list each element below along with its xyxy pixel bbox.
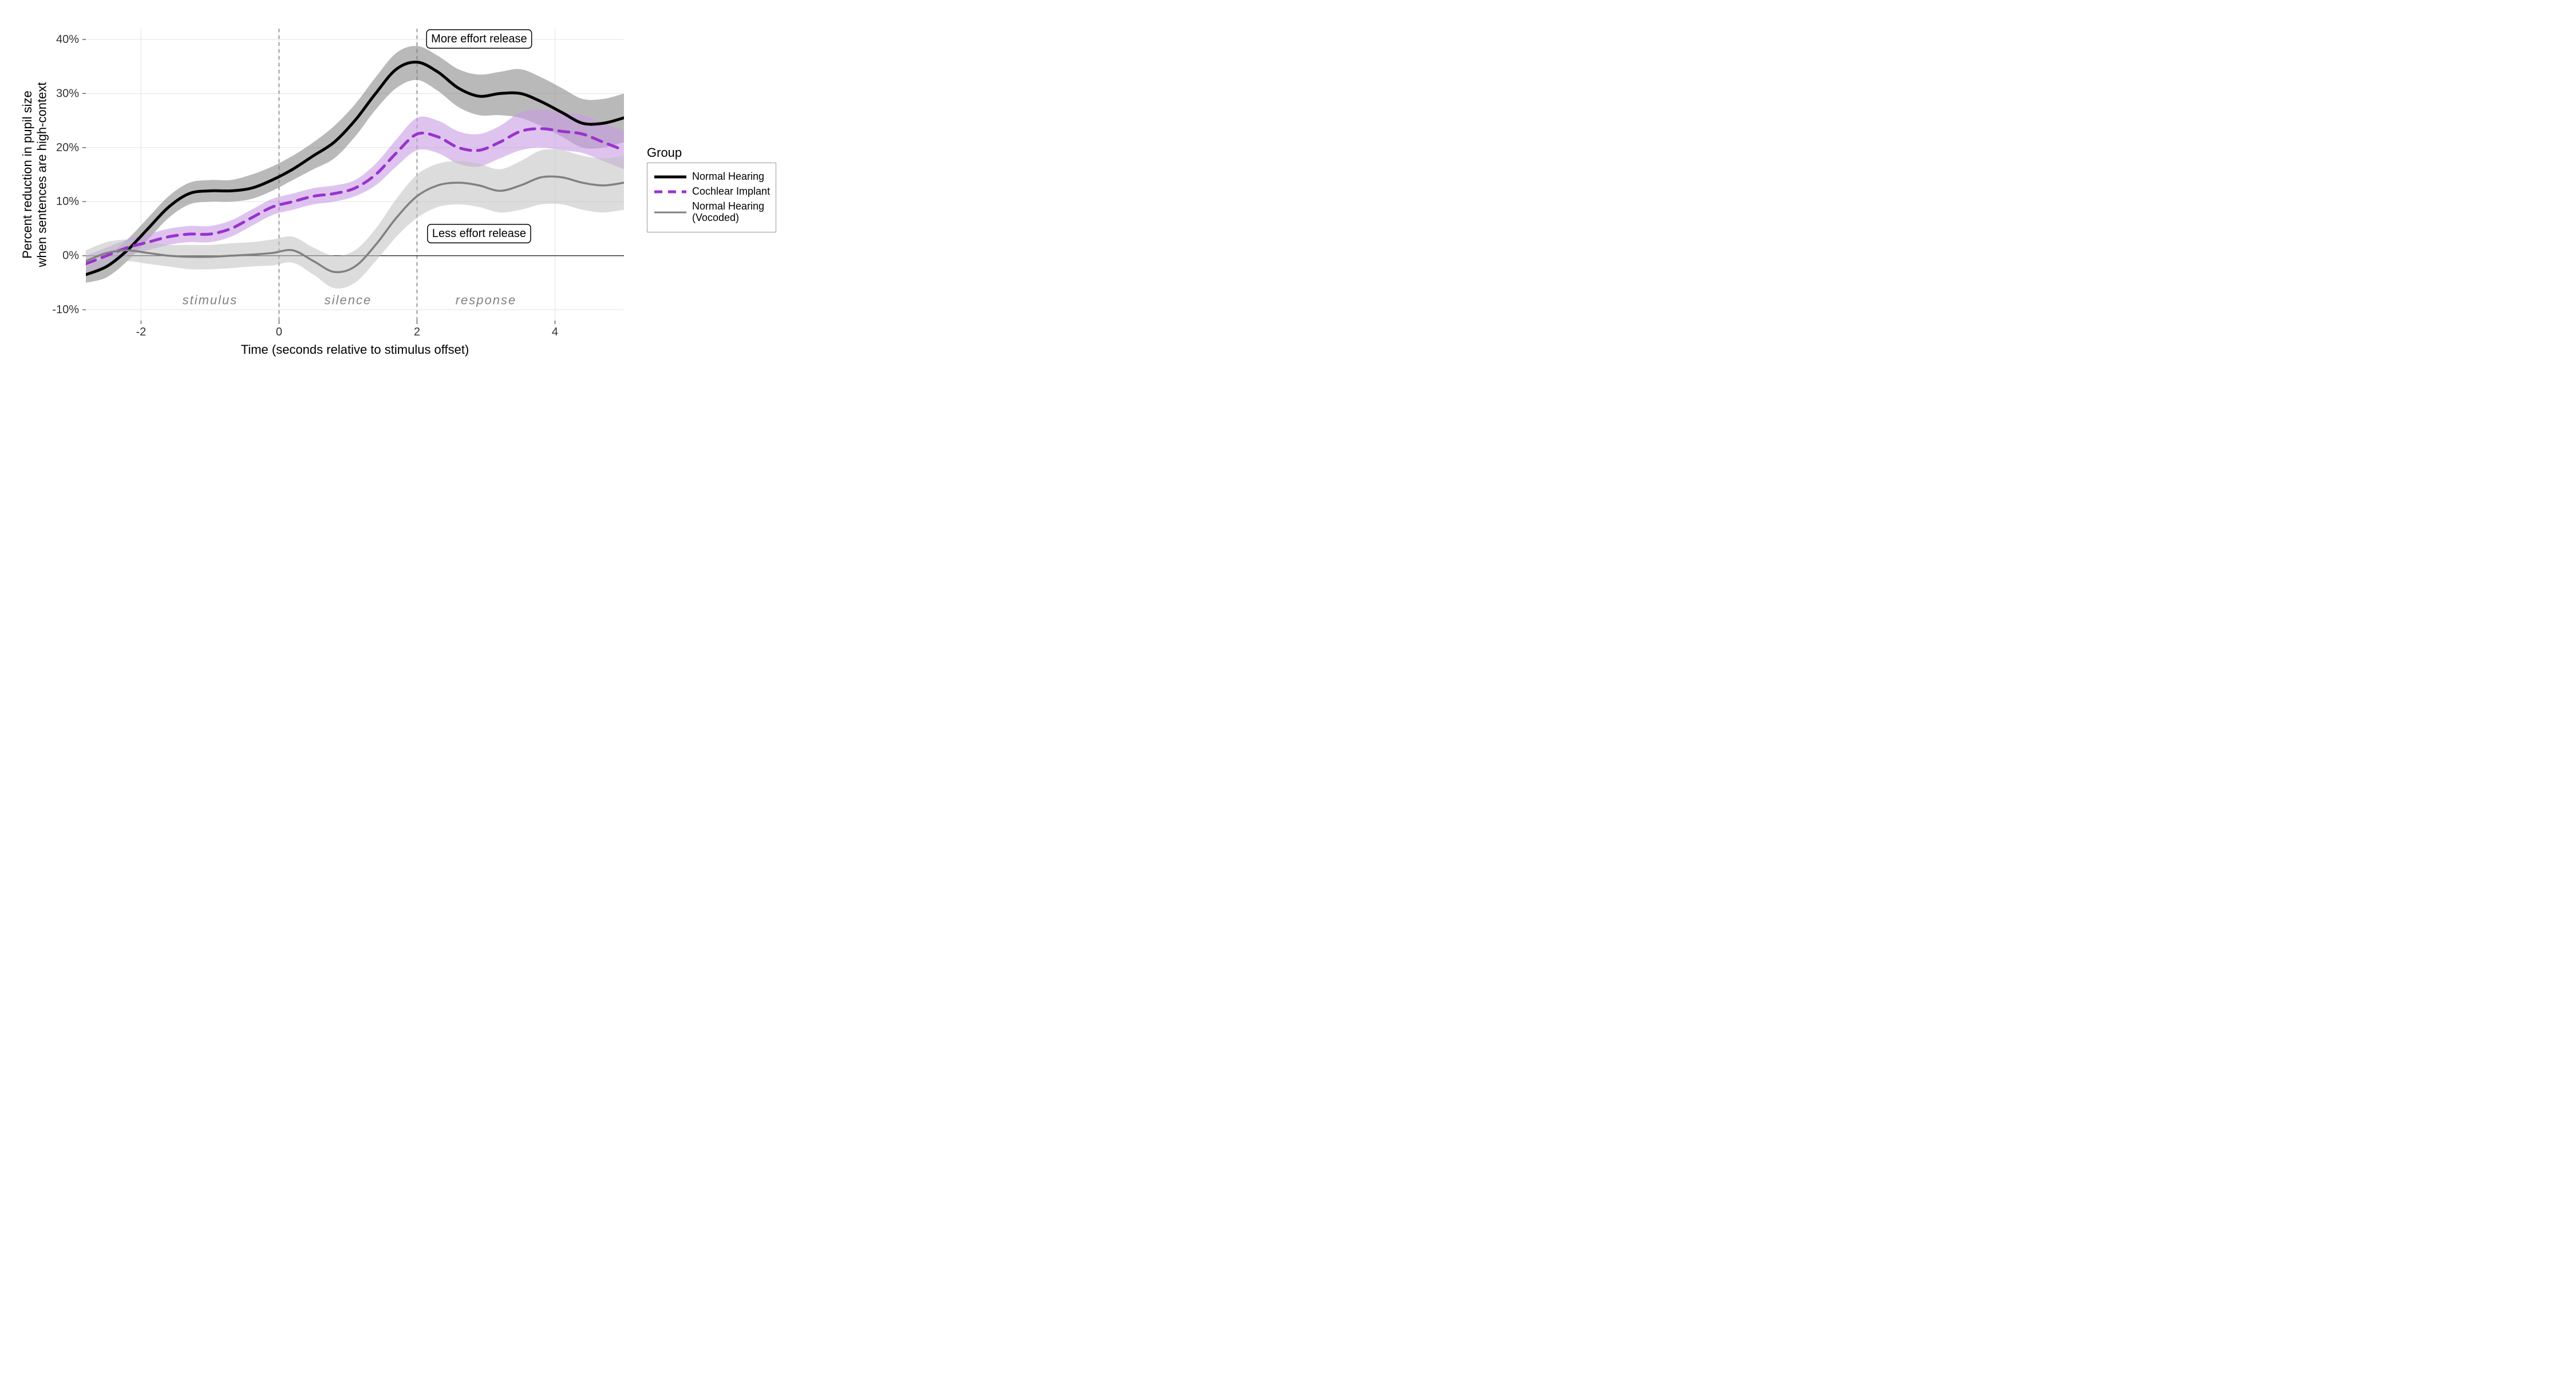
legend-swatch bbox=[653, 186, 688, 198]
legend-label: Normal Hearing bbox=[692, 171, 764, 183]
ytick-label: -10% bbox=[52, 303, 79, 316]
ylabel: Percent reduction in pupil sizewhen sent… bbox=[20, 82, 49, 268]
pupil-chart: More effort release Less effort release st… bbox=[11, 11, 641, 366]
phase-label: silence bbox=[325, 293, 372, 307]
annotation-text: More effort release bbox=[431, 33, 527, 45]
legend-label: Normal Hearing(Vocoded) bbox=[692, 201, 764, 224]
ytick-label: 30% bbox=[56, 87, 79, 100]
phase-label: response bbox=[456, 293, 517, 307]
ytick-label: 0% bbox=[62, 250, 79, 262]
ytick-label: 20% bbox=[56, 141, 79, 154]
legend-item: Cochlear Implant bbox=[653, 186, 770, 198]
legend-swatch bbox=[653, 207, 688, 218]
legend-item: Normal Hearing(Vocoded) bbox=[653, 201, 770, 224]
legend-swatch bbox=[653, 171, 688, 183]
xtick-label: 2 bbox=[414, 326, 420, 338]
legend: Group Normal HearingCochlear ImplantNorm… bbox=[647, 145, 776, 232]
ytick-label: 40% bbox=[56, 33, 79, 46]
legend-item: Normal Hearing bbox=[653, 171, 770, 183]
xtick-label: 4 bbox=[552, 326, 558, 338]
legend-box: Normal Hearing Cochlear Implant Normal Hea… bbox=[647, 163, 776, 232]
ytick-label: 10% bbox=[56, 195, 79, 208]
phase-label: stimulus bbox=[183, 293, 238, 307]
legend-title: Group bbox=[647, 145, 776, 160]
legend-label: Cochlear Implant bbox=[692, 186, 770, 198]
xtick-label: 0 bbox=[276, 326, 282, 338]
xtick-label: -2 bbox=[136, 326, 147, 338]
xlabel: Time (seconds relative to stimulus offse… bbox=[241, 342, 469, 357]
annotation-text: Less effort release bbox=[432, 227, 526, 240]
